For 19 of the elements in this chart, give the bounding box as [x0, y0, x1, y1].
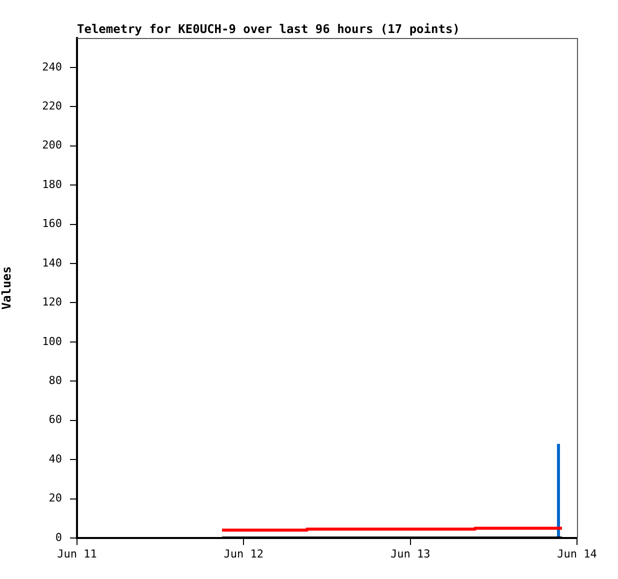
- x-tick-label: Jun 11: [57, 547, 97, 560]
- y-tick-label: 160: [42, 217, 62, 230]
- y-tick-label: 200: [42, 138, 62, 152]
- y-tick-label: 220: [42, 99, 62, 112]
- y-tick-label: 240: [42, 60, 62, 74]
- y-tick-label: 100: [42, 334, 62, 348]
- y-tick-label: 0: [55, 530, 62, 544]
- x-tick-label: Jun 12: [224, 547, 264, 560]
- x-tick-label: Jun 13: [390, 547, 430, 560]
- y-tick-label: 180: [42, 178, 62, 191]
- y-tick-label: 60: [48, 413, 62, 426]
- y-tick-label: 120: [42, 296, 62, 309]
- y-tick-label: 40: [48, 452, 62, 466]
- chart-title: Telemetry for KE0UCH-9 over last 96 hours (17 points): [77, 22, 460, 36]
- y-axis-title: Values: [0, 266, 14, 310]
- x-tick-label: Jun 14: [557, 547, 598, 560]
- y-tick-label: 140: [42, 256, 62, 270]
- y-tick-label: 80: [48, 374, 62, 387]
- y-tick-label: 20: [48, 492, 62, 505]
